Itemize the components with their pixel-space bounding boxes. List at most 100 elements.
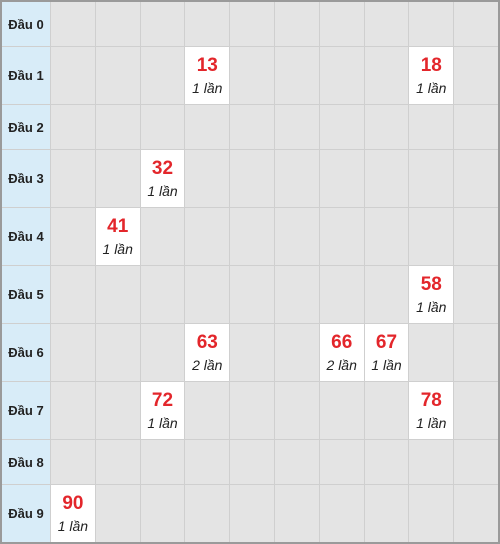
empty-cell: [409, 105, 454, 149]
row-label: Đầu 7: [2, 382, 50, 439]
number: 78: [420, 389, 442, 411]
empty-cell: [319, 440, 364, 484]
empty-cell: [51, 208, 95, 265]
empty-cell: [319, 105, 364, 149]
empty-cell: [274, 208, 319, 265]
empty-cell: [51, 324, 95, 381]
empty-cell: [185, 105, 230, 149]
count: 1 lần: [192, 79, 223, 96]
empty-cell: [51, 382, 95, 439]
empty-cell: [95, 485, 140, 542]
row-label: Đầu 9: [2, 485, 50, 542]
empty-cell: [51, 266, 95, 323]
empty-cell: [454, 105, 498, 149]
empty-cell: [364, 150, 409, 207]
empty-cell: [230, 324, 274, 381]
number-cell: 78 1 lần: [409, 382, 454, 439]
empty-cell: [319, 208, 364, 265]
empty-cell: [185, 2, 230, 46]
number-cell: 41 1 lần: [95, 208, 140, 265]
number: 13: [196, 54, 218, 76]
empty-cell: [454, 382, 498, 439]
number: 90: [62, 492, 84, 514]
empty-cell: [319, 266, 364, 323]
number-cell: 66 2 lần: [319, 324, 364, 381]
count: 2 lần: [326, 356, 357, 373]
empty-cell: [319, 2, 364, 46]
empty-cell: [364, 266, 409, 323]
count: 2 lần: [192, 356, 223, 373]
empty-cell: [95, 47, 140, 104]
empty-cell: [140, 2, 185, 46]
number: 41: [107, 215, 129, 237]
empty-cell: [230, 208, 274, 265]
number: 72: [151, 389, 174, 411]
empty-cell: [319, 485, 364, 542]
empty-cell: [230, 440, 274, 484]
empty-cell: [454, 266, 498, 323]
empty-cell: [230, 150, 274, 207]
count: 1 lần: [371, 356, 402, 373]
empty-cell: [454, 47, 498, 104]
empty-cell: [185, 485, 230, 542]
empty-cell: [364, 208, 409, 265]
empty-cell: [140, 208, 185, 265]
empty-cell: [319, 47, 364, 104]
count: 1 lần: [416, 414, 447, 431]
row-label: Đầu 6: [2, 324, 50, 381]
empty-cell: [230, 485, 274, 542]
number: 67: [375, 331, 398, 353]
empty-cell: [51, 2, 95, 46]
empty-cell: [454, 150, 498, 207]
empty-cell: [274, 105, 319, 149]
row-label: Đầu 0: [2, 2, 50, 46]
number: 66: [331, 331, 353, 353]
empty-cell: [95, 324, 140, 381]
row-label: Đầu 5: [2, 266, 50, 323]
empty-cell: [51, 47, 95, 104]
empty-cell: [51, 150, 95, 207]
empty-cell: [185, 150, 230, 207]
empty-cell: [95, 105, 140, 149]
row-label: Đầu 4: [2, 208, 50, 265]
number-cell: 32 1 lần: [140, 150, 185, 207]
count: 1 lần: [416, 298, 447, 315]
empty-cell: [140, 324, 185, 381]
empty-cell: [140, 440, 185, 484]
count: 1 lần: [147, 414, 178, 431]
number-cell: 58 1 lần: [409, 266, 454, 323]
empty-cell: [409, 150, 454, 207]
number: 18: [420, 54, 442, 76]
empty-cell: [230, 266, 274, 323]
empty-cell: [185, 440, 230, 484]
empty-cell: [274, 150, 319, 207]
empty-cell: [140, 105, 185, 149]
number-cell: 72 1 lần: [140, 382, 185, 439]
empty-cell: [454, 324, 498, 381]
empty-cell: [274, 47, 319, 104]
number-cell: 63 2 lần: [185, 324, 230, 381]
empty-cell: [51, 440, 95, 484]
row-label: Đầu 8: [2, 440, 50, 484]
row-label: Đầu 2: [2, 105, 50, 149]
empty-cell: [409, 485, 454, 542]
number-cell: 13 1 lần: [185, 47, 230, 104]
count: 1 lần: [416, 79, 447, 96]
empty-cell: [409, 208, 454, 265]
empty-cell: [230, 47, 274, 104]
empty-cell: [454, 2, 498, 46]
empty-cell: [140, 47, 185, 104]
empty-cell: [230, 105, 274, 149]
empty-cell: [274, 440, 319, 484]
empty-cell: [364, 105, 409, 149]
empty-cell: [364, 47, 409, 104]
count: 1 lần: [102, 240, 133, 257]
number-cell: 18 1 lần: [409, 47, 454, 104]
empty-cell: [454, 440, 498, 484]
empty-cell: [274, 382, 319, 439]
number-cell: 90 1 lần: [51, 485, 95, 542]
number: 63: [196, 331, 218, 353]
empty-cell: [274, 266, 319, 323]
empty-cell: [185, 382, 230, 439]
